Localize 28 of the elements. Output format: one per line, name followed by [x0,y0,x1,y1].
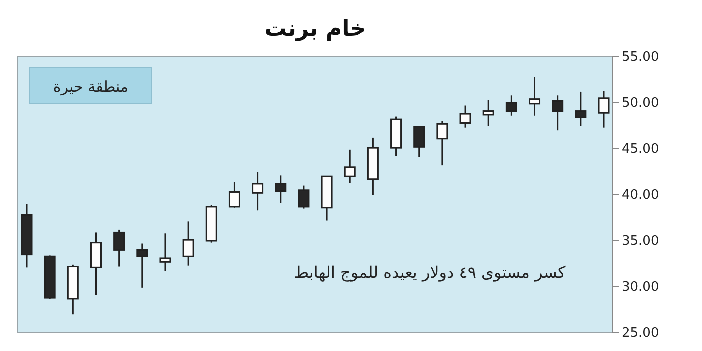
annotation: منطقة حيرة [53,78,129,96]
candlestick [182,220,194,267]
candlestick [598,90,610,129]
y-tick-label: 50.00 [622,96,660,112]
candlestick [552,94,564,132]
candlestick [228,181,240,209]
candlestick [414,126,426,158]
chart-title: خام برنت [264,17,366,42]
candlestick [529,76,541,117]
candlestick [275,174,287,204]
annotation: كسر مستوى ٤٩ دولار يعيده للموج الهابط [294,263,566,282]
candlestick [298,185,310,210]
candlestick [160,232,172,272]
candlestick [136,243,148,289]
candlestick [436,120,448,166]
y-tick-label: 40.00 [622,188,660,204]
y-tick-label: 55.00 [622,50,660,66]
candlestick [252,171,264,212]
y-tick-label: 35.00 [622,234,660,250]
y-tick-label: 45.00 [622,142,660,158]
candlestick [460,105,472,129]
candlestick [506,94,518,117]
y-tick-label: 25.00 [622,326,660,342]
candlestick [114,229,126,268]
candlestick [482,99,494,127]
y-tick-label: 30.00 [622,280,660,296]
candlestick [344,149,356,184]
candlestick [575,91,587,127]
